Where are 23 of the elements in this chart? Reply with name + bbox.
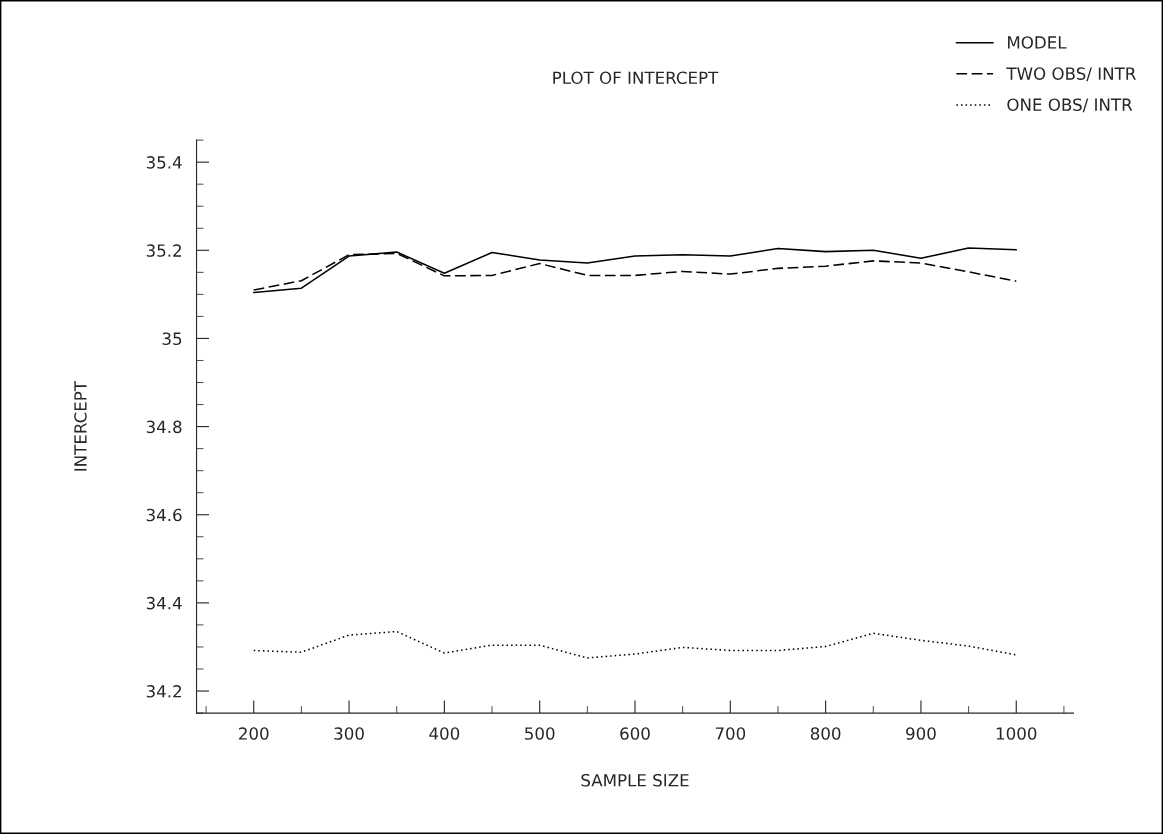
y-tick-label: 35 — [162, 332, 182, 346]
y-axis-title: INTERCEPT — [74, 380, 87, 471]
x-tick-label: 300 — [334, 727, 364, 740]
y-tick-label: 34.4 — [146, 596, 182, 610]
x-tick-label: 600 — [620, 727, 650, 740]
chart-title: PLOT OF INTERCEPT — [553, 71, 719, 85]
line-series — [252, 630, 1018, 659]
x-tick-label: 900 — [906, 727, 936, 740]
y-tick-label: 35.4 — [146, 156, 182, 169]
x-axis-title: SAMPLE SIZE — [581, 773, 689, 787]
y-tick-label: 34.8 — [146, 420, 182, 434]
x-tick-label: 800 — [810, 727, 841, 740]
legend-label: MODEL — [1008, 36, 1067, 49]
y-tick-label: 34.6 — [146, 508, 182, 522]
y-tick-label: 35.2 — [146, 244, 181, 257]
x-tick-label: 1000 — [996, 727, 1037, 740]
x-tick-label: 700 — [715, 727, 746, 740]
y-tick-label: 34.2 — [146, 685, 181, 698]
x-tick-label: 500 — [525, 727, 555, 740]
x-tick-label: 400 — [429, 727, 460, 740]
x-tick-label: 200 — [239, 727, 269, 740]
legend-label: ONE OBS/ INTR — [1007, 98, 1133, 113]
legend-label: TWO OBS/ INTR — [1006, 67, 1136, 82]
